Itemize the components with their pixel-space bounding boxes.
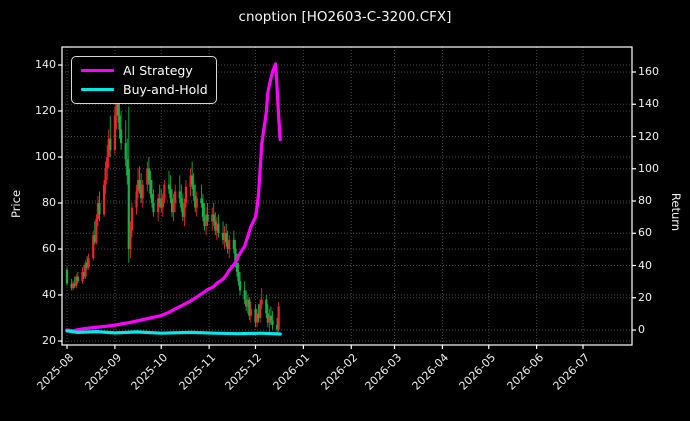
price-tick-label: 140: [35, 58, 56, 71]
price-tick-label: 80: [42, 196, 56, 209]
return-tick-label: 120: [638, 129, 659, 143]
return-tick-label: 0: [638, 323, 645, 336]
price-tick-label: 40: [42, 288, 56, 301]
return-tick-label: 60: [638, 226, 652, 240]
return-tick-label: 40: [638, 258, 652, 272]
legend-item-buy-and-hold: Buy-and-Hold: [72, 82, 216, 97]
return-tick-label: 140: [638, 97, 659, 111]
legend: AI Strategy Buy-and-Hold: [71, 56, 217, 104]
buy-and-hold-line-swatch: [81, 87, 114, 92]
price-tick-label: 100: [35, 150, 56, 163]
return-tick-label: 160: [638, 65, 659, 78]
price-tick-label: 60: [42, 242, 56, 255]
ai-strategy-line-swatch: [81, 68, 114, 73]
return-tick-label: 80: [638, 194, 652, 207]
chart-title: cnoption [HO2603-C-3200.CFX]: [238, 9, 452, 25]
price-tick-label: 120: [35, 104, 56, 117]
legend-label: Buy-and-Hold: [123, 82, 208, 97]
price-tick-label: 20: [42, 334, 56, 347]
return-tick-label: 20: [638, 290, 652, 304]
legend-label: AI Strategy: [123, 63, 193, 78]
return-tick-label: 100: [638, 161, 659, 175]
legend-item-ai-strategy: AI Strategy: [72, 63, 216, 78]
